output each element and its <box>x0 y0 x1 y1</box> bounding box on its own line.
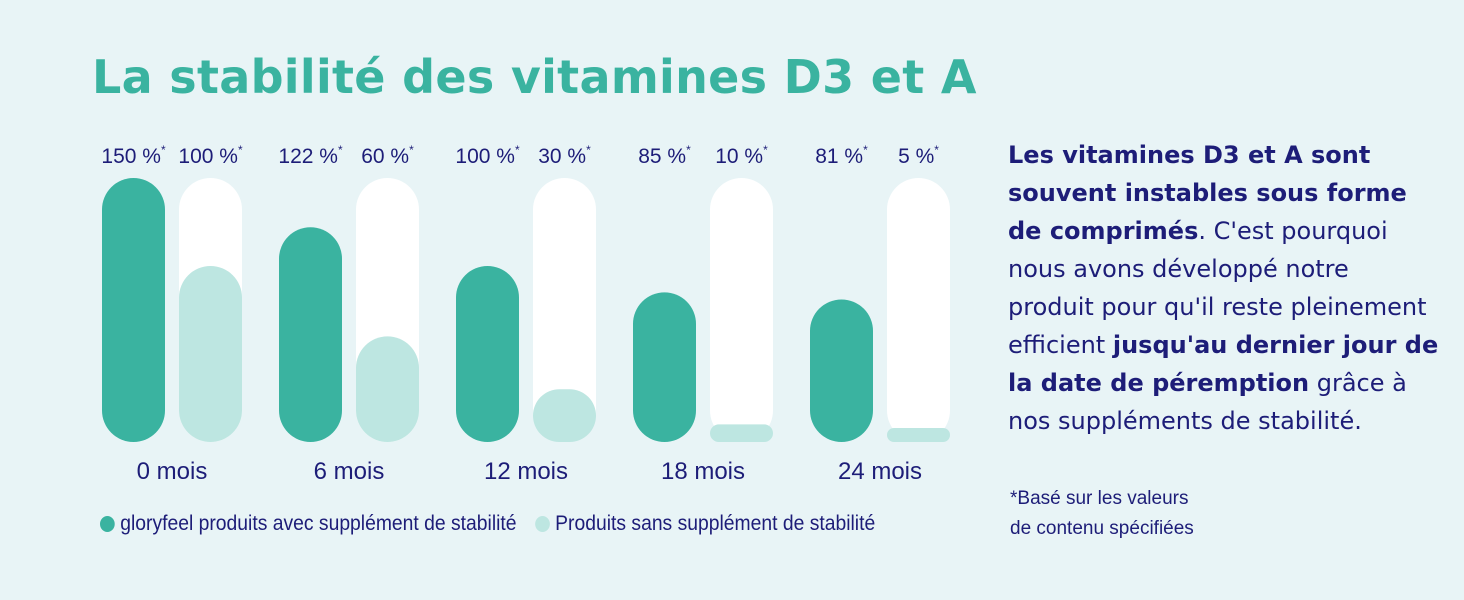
bar-without-6-mois <box>356 336 419 442</box>
footnote-line-1: *Basé sur les valeurs <box>1010 488 1189 509</box>
value-label-asterisk: * <box>586 143 591 157</box>
value-label-with-0-mois: 150 %* <box>101 143 166 168</box>
x-tick-label-12-mois: 12 mois <box>484 458 568 485</box>
value-label-with-18-mois: 85 %* <box>638 143 691 168</box>
value-label-asterisk: * <box>238 143 243 157</box>
value-label-asterisk: * <box>686 143 691 157</box>
footnote-line-2: de contenu spécifiées <box>1010 518 1194 539</box>
legend-label-without: Produits sans supplément de stabilité <box>555 512 876 535</box>
legend-item-with: gloryfeel produits avec supplément de st… <box>100 512 517 536</box>
bar-with-6-mois <box>279 227 342 442</box>
description-panel: Les vitamines D3 et A sont souvent insta… <box>1008 136 1440 440</box>
bar-with-12-mois <box>456 266 519 442</box>
value-label-without-24-mois: 5 %* <box>898 143 939 168</box>
value-label-without-12-mois: 30 %* <box>538 143 591 168</box>
track-18-mois <box>710 178 773 442</box>
x-tick-label-24-mois: 24 mois <box>838 458 922 485</box>
bar-without-18-mois <box>710 424 773 442</box>
x-tick-label-0-mois: 0 mois <box>137 458 208 485</box>
value-label-with-12-mois: 100 %* <box>455 143 520 168</box>
value-label-asterisk: * <box>161 143 166 157</box>
value-label-with-6-mois: 122 %* <box>278 143 343 168</box>
x-tick-label-18-mois: 18 mois <box>661 458 745 485</box>
track-12-mois <box>533 178 596 442</box>
value-label-without-0-mois: 100 %* <box>178 143 243 168</box>
legend-item-without: Produits sans supplément de stabilité <box>534 512 876 536</box>
chart-legend: gloryfeel produits avec supplément de st… <box>100 512 894 536</box>
value-label-asterisk: * <box>515 143 520 157</box>
chart-title: La stabilité des vitamines D3 et A <box>92 50 977 104</box>
bar-without-0-mois <box>179 266 242 442</box>
bar-with-0-mois <box>102 178 165 442</box>
value-label-without-18-mois: 10 %* <box>715 143 768 168</box>
value-label-with-24-mois: 81 %* <box>815 143 868 168</box>
bar-chart: 150 %* 100 %* 0 mois 122 %* 60 %* 6 mois 100 %… <box>101 143 950 485</box>
bar-with-18-mois <box>633 292 696 442</box>
footnote: *Basé sur les valeurs de contenu spécifi… <box>1010 484 1270 544</box>
track-24-mois <box>887 178 950 442</box>
legend-swatch-without <box>534 516 550 532</box>
bar-without-12-mois <box>533 389 596 442</box>
value-label-asterisk: * <box>863 143 868 157</box>
bar-without-24-mois <box>887 428 950 442</box>
x-tick-label-6-mois: 6 mois <box>314 458 385 485</box>
legend-label-with: gloryfeel produits avec supplément de st… <box>120 512 517 535</box>
description-bold-2: jusqu'au dernier jour de la date de pére… <box>1008 331 1439 397</box>
description-bold-1: Les vitamines D3 et A sont souvent insta… <box>1008 141 1407 245</box>
value-label-asterisk: * <box>934 143 939 157</box>
legend-swatch-with <box>100 516 115 532</box>
bar-with-24-mois <box>810 299 873 442</box>
description-text-1: . C'est pourquoi nous avons développé no… <box>1008 217 1427 359</box>
value-label-without-6-mois: 60 %* <box>361 143 414 168</box>
description-text-2: grâce à nos suppléments de stabilité. <box>1008 369 1407 435</box>
value-label-asterisk: * <box>763 143 768 157</box>
value-label-asterisk: * <box>409 143 414 157</box>
value-label-asterisk: * <box>338 143 343 157</box>
description-text: Les vitamines D3 et A sont souvent insta… <box>1008 136 1440 440</box>
